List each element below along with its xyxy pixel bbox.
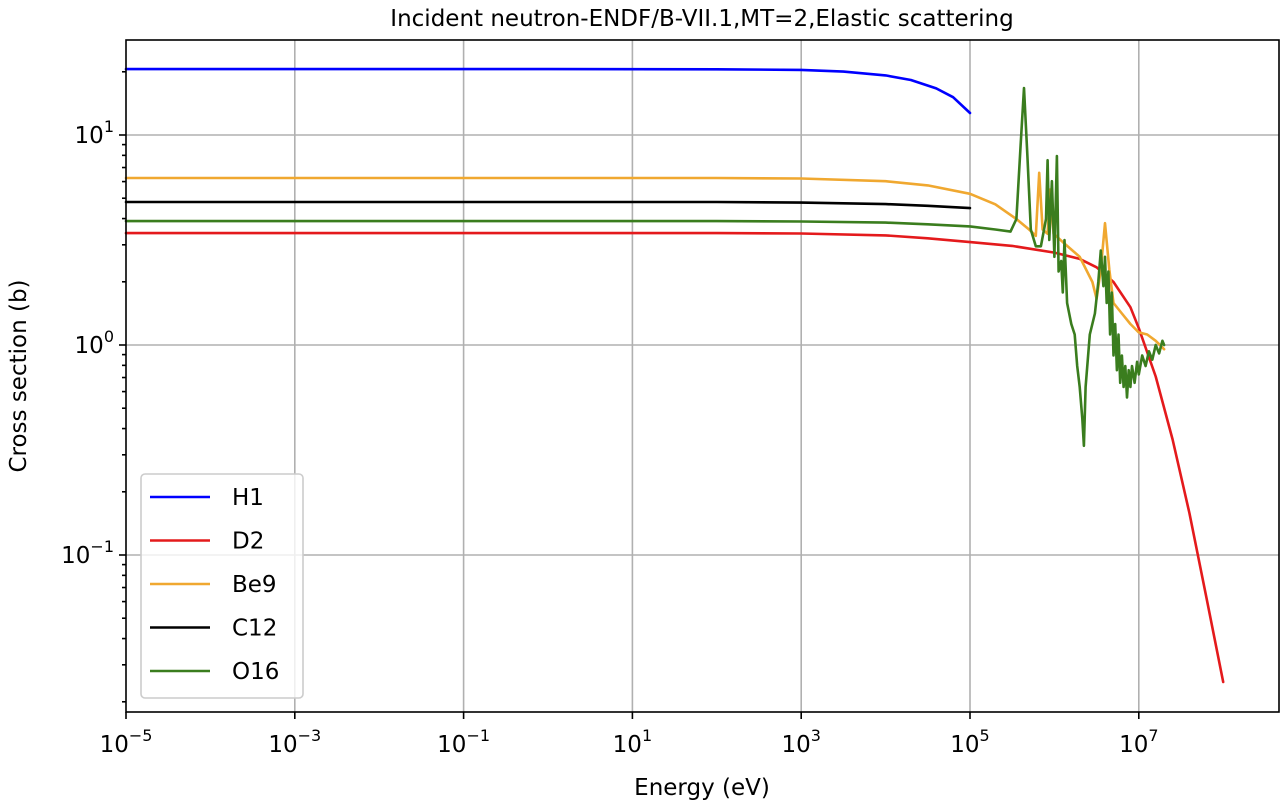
chart-title: Incident neutron-ENDF/B-VII.1,MT=2,Elast… bbox=[390, 6, 1013, 32]
series-line-c12 bbox=[124, 200, 972, 210]
x-tick-label: 10−3 bbox=[268, 726, 321, 758]
x-tick-label: 101 bbox=[613, 726, 652, 758]
x-axis-ticks: 10−5 10−3 10−1 101 103 105 107 bbox=[100, 712, 1159, 758]
legend-item-h1: H1 bbox=[150, 485, 264, 511]
legend-item-d2: D2 bbox=[150, 529, 264, 555]
x-tick-label: 105 bbox=[950, 726, 989, 758]
x-axis-label: Energy (eV) bbox=[634, 775, 770, 801]
y-axis-ticks: 101 100 10−1 bbox=[61, 70, 126, 703]
series-line-h1 bbox=[124, 67, 972, 115]
series-line-o16 bbox=[124, 86, 1166, 448]
x-tick-label: 10−5 bbox=[100, 726, 153, 758]
legend-label: O16 bbox=[232, 659, 279, 685]
legend-item-c12: C12 bbox=[150, 616, 277, 642]
legend-label: C12 bbox=[232, 616, 277, 642]
legend: H1 D2 Be9 C12 O16 bbox=[140, 473, 304, 699]
legend-label: Be9 bbox=[232, 572, 277, 598]
y-tick-label: 100 bbox=[75, 327, 114, 359]
y-axis-label: Cross section (b) bbox=[6, 279, 32, 472]
gridlines bbox=[126, 40, 1279, 712]
legend-label: H1 bbox=[232, 485, 264, 511]
plot-series bbox=[124, 67, 1225, 684]
axes-frame bbox=[125, 39, 1280, 713]
x-tick-label: 10−1 bbox=[437, 726, 490, 758]
legend-item-o16: O16 bbox=[150, 659, 279, 685]
series-line-d2 bbox=[124, 231, 1225, 684]
legend-item-be9: Be9 bbox=[150, 572, 277, 598]
x-tick-label: 107 bbox=[1119, 726, 1158, 758]
x-tick-label: 103 bbox=[781, 726, 820, 758]
y-tick-label: 101 bbox=[75, 117, 114, 149]
y-tick-label: 10−1 bbox=[61, 537, 114, 569]
legend-box bbox=[140, 473, 304, 699]
legend-label: D2 bbox=[232, 529, 264, 555]
